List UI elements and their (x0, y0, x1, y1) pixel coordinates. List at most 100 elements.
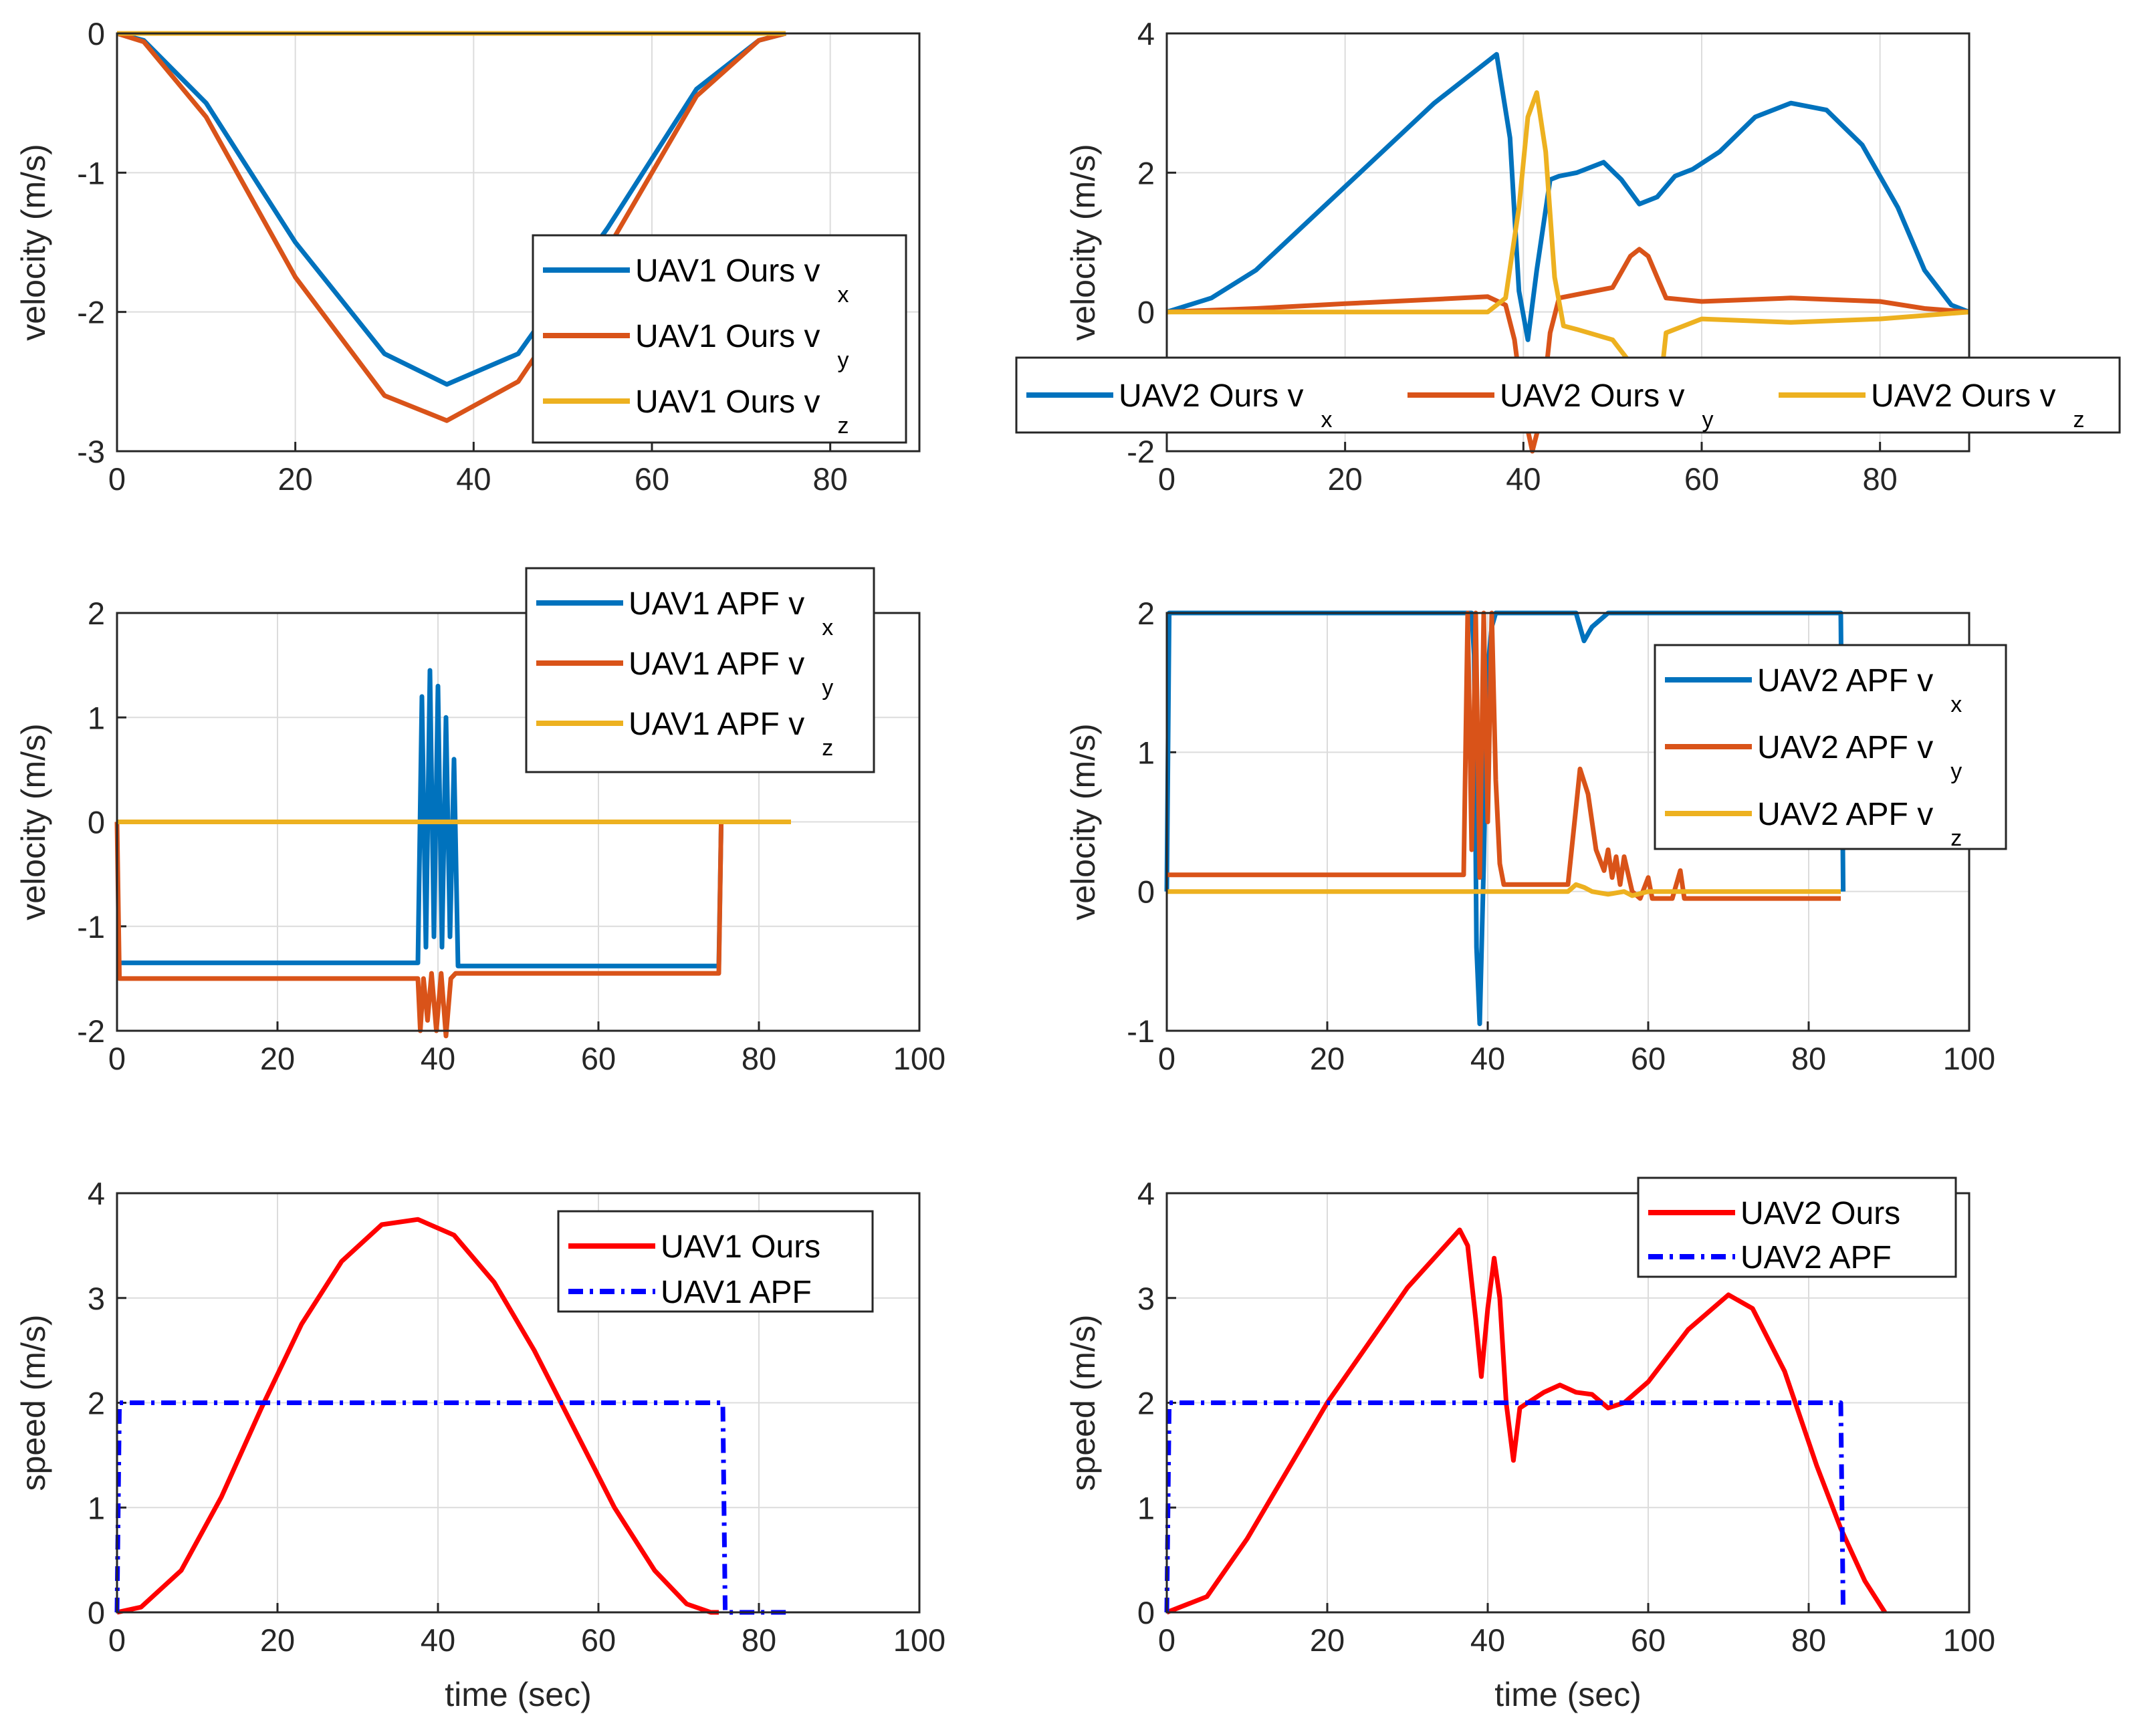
x-tick-label: 40 (421, 1041, 455, 1076)
y-tick-label: 0 (88, 1595, 105, 1630)
x-tick-label: 20 (1310, 1622, 1345, 1658)
legend: UAV1 APF v x UAV1 APF v y UAV1 APF v z (525, 567, 875, 773)
x-tick-label: 80 (742, 1041, 776, 1076)
x-tick-label: 20 (260, 1622, 295, 1658)
y-axis-label: velocity (m/s) (15, 144, 52, 340)
x-tick-label: 100 (1943, 1622, 1995, 1658)
y-tick-label: 0 (1137, 874, 1155, 910)
y-tick-label: -2 (77, 295, 105, 330)
x-tick-label: 0 (108, 1041, 126, 1076)
legend-entry-label: UAV1 Ours v (635, 253, 820, 289)
y-tick-label: 2 (1137, 596, 1155, 631)
legend-entry-label: UAV2 APF v (1757, 663, 1933, 699)
series-line-uav2-ours-v-z (1167, 90, 1970, 419)
legend-entry-label: UAV2 Ours v (1119, 378, 1304, 414)
y-tick-label: 3 (88, 1281, 105, 1316)
x-tick-label: 100 (893, 1622, 945, 1658)
x-tick-label: 60 (1684, 461, 1719, 497)
y-axis-label: velocity (m/s) (1064, 723, 1102, 920)
y-axis-label: velocity (m/s) (1064, 144, 1102, 340)
x-tick-label: 60 (635, 461, 669, 497)
legend: UAV1 Ours v x UAV1 Ours v y UAV1 Ours v z (532, 234, 907, 444)
x-tick-label: 100 (1943, 1041, 1995, 1076)
y-tick-label: 4 (1137, 16, 1155, 51)
legend-entry-subscript: x (838, 282, 849, 307)
x-tick-label: 0 (1158, 461, 1175, 497)
x-tick-label: 0 (108, 461, 126, 497)
x-tick-label: 80 (813, 461, 848, 497)
legend-entry-subscript: x (1321, 407, 1333, 432)
axes-frame (116, 612, 921, 1032)
y-tick-label: 1 (88, 1490, 105, 1525)
series-line-uav1-ours-v-y (116, 31, 786, 423)
legend-entry-label: UAV2 Ours v (1500, 378, 1685, 414)
legend-box (1015, 356, 2121, 434)
legend-entry-label: UAV2 Ours v (1871, 378, 2056, 414)
axes-frame (116, 32, 921, 453)
x-tick-label: 20 (1328, 461, 1363, 497)
uav1-ours-velocity-plot: 0 20 40 60 80 -3 -2 -1 0 velocity (m/s) UAV1 Ours … (15, 16, 921, 497)
legend-entry-label: UAV1 APF v (629, 646, 804, 682)
x-tick-label: 40 (1470, 1041, 1505, 1076)
uav2-speed-plot: 0 20 40 60 80 100 0 1 2 3 4 speed (m/s) time (sec) UA… (1064, 1176, 1995, 1713)
x-tick-label: 0 (1158, 1041, 1175, 1076)
legend-entry-label: UAV1 APF v (629, 707, 804, 742)
y-tick-label: 4 (1137, 1176, 1155, 1211)
x-tick-label: 60 (581, 1041, 616, 1076)
x-axis-label: time (sec) (445, 1676, 591, 1713)
legend-entry-subscript: x (822, 615, 833, 640)
legend-entry-label: UAV2 APF (1740, 1240, 1892, 1275)
y-tick-label: -1 (77, 909, 105, 945)
x-tick-label: 80 (742, 1622, 776, 1658)
y-axis-label: velocity (m/s) (15, 723, 52, 920)
legend-entry-label: UAV1 Ours (661, 1229, 820, 1265)
legend: UAV2 APF v x UAV2 APF v y UAV2 APF v z (1654, 644, 2007, 851)
y-tick-label: -2 (77, 1013, 105, 1049)
series-line-uav2-ours-v-x (1165, 51, 1971, 342)
x-tick-label: 20 (278, 461, 313, 497)
x-tick-label: 80 (1791, 1622, 1826, 1658)
x-tick-label: 40 (421, 1622, 455, 1658)
y-tick-label: 2 (1137, 155, 1155, 191)
series-line-uav2-apf (1164, 1400, 1846, 1613)
axes-frame (1165, 32, 1971, 453)
legend-entry-label: UAV1 Ours v (635, 319, 820, 354)
legend-entry-subscript: y (1702, 407, 1714, 432)
y-tick-label: 2 (88, 1386, 105, 1421)
legend-entry-subscript: z (2073, 407, 2085, 432)
x-tick-label: 60 (581, 1622, 616, 1658)
legend-entry-subscript: z (1950, 826, 1962, 851)
x-tick-label: 100 (893, 1041, 945, 1076)
y-tick-label: 0 (88, 16, 105, 51)
legend-entry-subscript: y (838, 348, 849, 373)
x-axis-label: time (sec) (1494, 1676, 1641, 1713)
x-tick-label: 80 (1791, 1041, 1826, 1076)
legend-box (1637, 1176, 1957, 1278)
y-tick-label: 1 (1137, 1490, 1155, 1525)
legend-entry-subscript: z (838, 413, 849, 439)
legend: UAV2 Ours v x UAV2 Ours v y UAV2 Ours v z (1015, 356, 2121, 434)
legend-entry-label: UAV2 APF v (1757, 797, 1933, 832)
series-line-uav1-apf-v-x (117, 668, 791, 969)
legend: UAV2 Ours UAV2 APF (1637, 1176, 1957, 1278)
x-tick-label: 20 (260, 1041, 295, 1076)
x-tick-label: 0 (1158, 1622, 1175, 1658)
series-line-uav2-ours-v-y (1166, 247, 1970, 454)
y-tick-label: -1 (77, 155, 105, 191)
y-tick-label: 4 (88, 1176, 105, 1211)
series-line-uav2-apf-v-z (1167, 882, 1841, 898)
y-axis-label: speed (m/s) (15, 1315, 52, 1491)
legend-entry-label: UAV1 APF v (629, 586, 804, 622)
y-tick-label: 0 (1137, 1595, 1155, 1630)
axes-frame (1165, 1192, 1971, 1614)
y-axis-label: speed (m/s) (1064, 1315, 1102, 1491)
x-tick-label: 20 (1310, 1041, 1345, 1076)
y-tick-label: -2 (1127, 434, 1155, 469)
x-tick-label: 60 (1631, 1622, 1666, 1658)
y-tick-label: 2 (88, 596, 105, 631)
y-tick-label: 0 (88, 805, 105, 840)
y-tick-label: 1 (88, 700, 105, 735)
